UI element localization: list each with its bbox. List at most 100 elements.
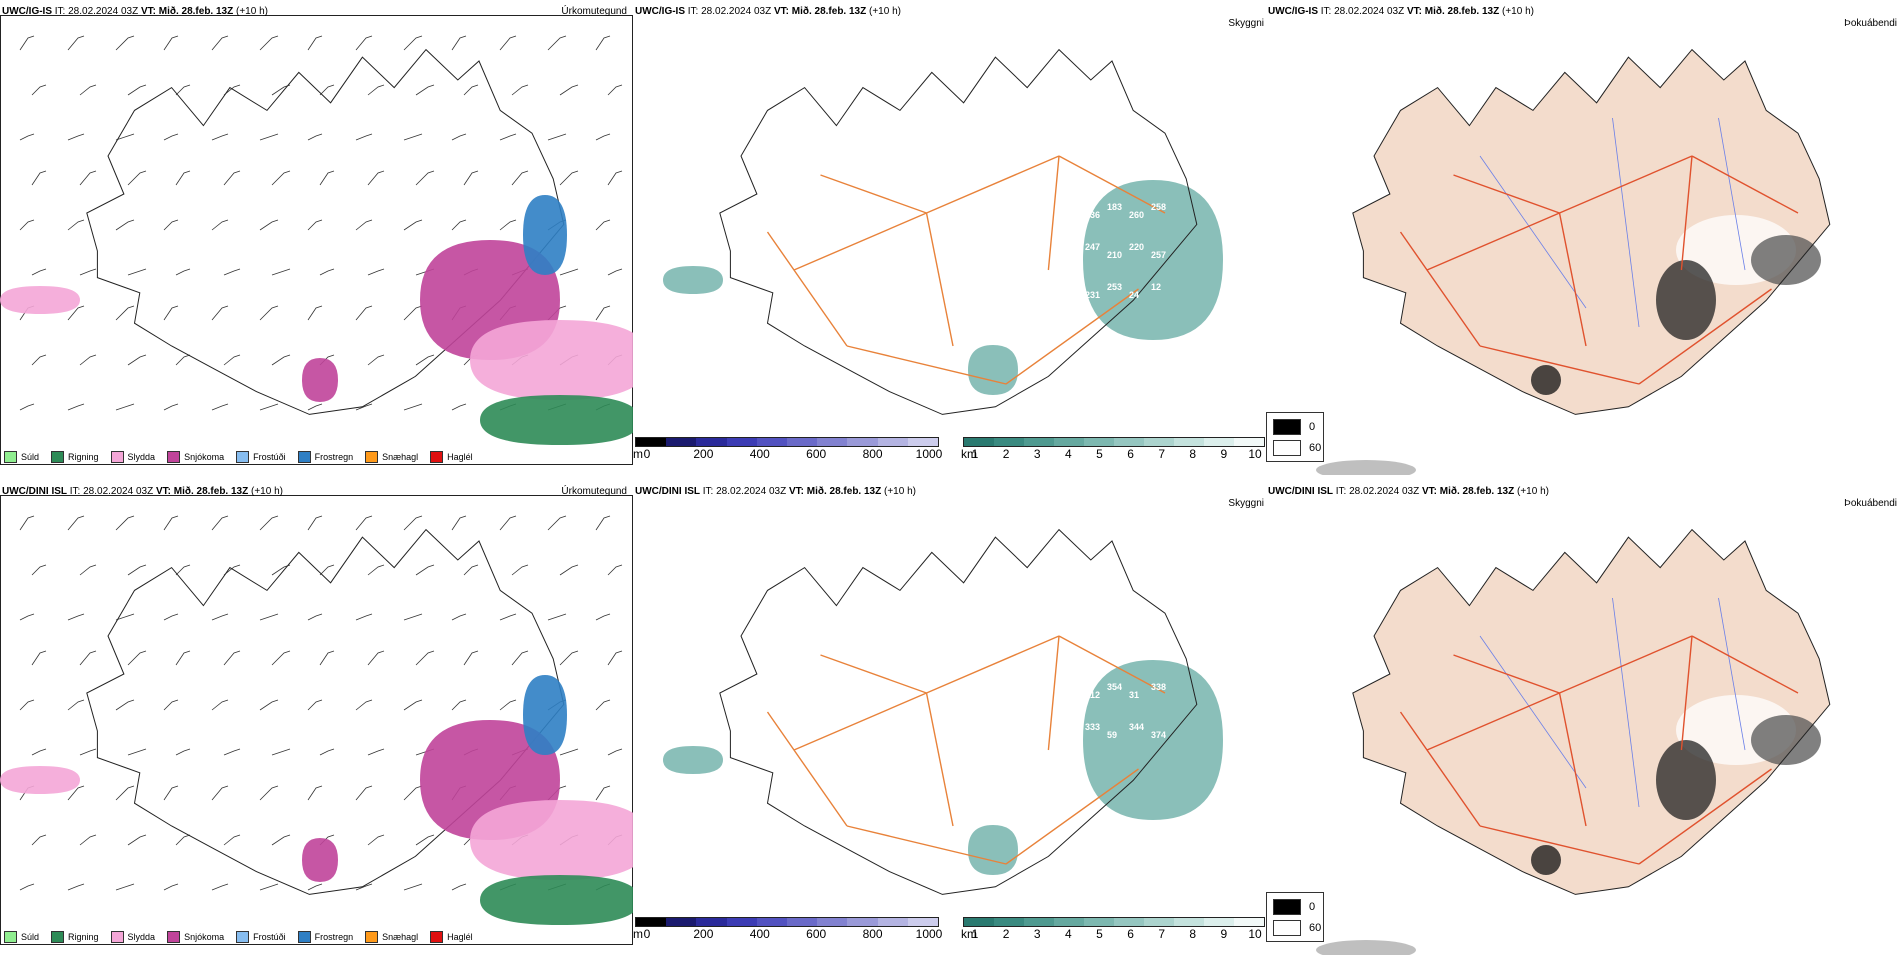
wind-barb — [307, 515, 323, 531]
colorbar-step — [994, 918, 1024, 926]
wind-barb — [175, 170, 191, 186]
wind-barb — [607, 564, 623, 576]
wind-barb — [415, 650, 435, 666]
wind-barb — [67, 613, 85, 621]
cloud-base-label: 338 — [1151, 682, 1166, 692]
river-segment — [1479, 155, 1587, 309]
fog-index-field — [1316, 695, 1821, 955]
river-segment — [1612, 597, 1640, 808]
wind-barb — [175, 268, 191, 276]
road-segment — [1047, 635, 1060, 751]
panel-title: Skyggni — [1228, 18, 1264, 29]
road-network — [766, 155, 1166, 385]
fog-index-blob — [1316, 460, 1416, 475]
wind-barb — [355, 219, 373, 231]
rain-area — [480, 395, 633, 445]
iceland-coastline — [1352, 48, 1831, 415]
precip-legend-item: Haglél — [430, 931, 473, 943]
colorbar-tick: 0 — [643, 927, 651, 941]
wind-barb — [19, 219, 35, 231]
wind-barb — [223, 650, 241, 666]
visibility-colorbar — [963, 437, 1265, 447]
colorbar-tick: 1 — [971, 447, 979, 461]
wind-barb — [67, 515, 85, 531]
road-segment — [793, 692, 927, 751]
wind-barb — [307, 403, 323, 411]
colorbar-tick: 4 — [1064, 927, 1072, 941]
panel-title: Þokuábendi — [1844, 498, 1897, 509]
colorbar-step — [1144, 918, 1174, 926]
colorbar-step — [1234, 918, 1264, 926]
wind-barb — [67, 699, 85, 711]
cloud-base-label: 220 — [1129, 242, 1144, 252]
wind-barb — [463, 650, 479, 666]
wind-barb — [163, 219, 179, 231]
precip-legend-item: Snæhagl — [365, 931, 418, 943]
wind-barb — [403, 305, 423, 321]
cloud-base-label: 31 — [1129, 690, 1139, 700]
wind-barb — [163, 35, 179, 51]
fog-index-blob — [1656, 740, 1716, 820]
wind-barb — [307, 219, 323, 231]
wind-barb — [451, 219, 467, 231]
wind-barb — [259, 699, 279, 711]
road-segment — [925, 212, 954, 347]
precip-legend-swatch — [167, 451, 181, 463]
wind-barb — [127, 170, 147, 186]
wind-barb — [595, 133, 611, 141]
wind-barb — [259, 403, 279, 411]
wind-barb — [307, 35, 323, 51]
precip-legend-swatch — [167, 931, 181, 943]
fog-legend-low: 0 — [1309, 421, 1316, 433]
wind-barb — [163, 883, 179, 891]
wind-barb — [115, 613, 135, 621]
wind-barb — [415, 564, 435, 576]
road-segment — [846, 345, 1007, 385]
colorbar-tick: 1000 — [915, 447, 943, 461]
fog-index-blob — [1751, 235, 1821, 285]
wind-barb — [595, 35, 611, 51]
wind-barb — [403, 403, 423, 411]
map-frame — [0, 495, 633, 945]
river-network — [1479, 117, 1746, 328]
wind-barb — [211, 883, 229, 891]
wind-barb — [127, 650, 147, 666]
wind-barb — [415, 354, 435, 366]
wind-barb — [307, 305, 323, 321]
road-segment — [1691, 635, 1799, 694]
wind-barb — [115, 403, 135, 411]
colorbar-tick: 1 — [971, 927, 979, 941]
wind-barb — [211, 403, 229, 411]
wind-barb — [607, 170, 623, 186]
wind-barb — [595, 613, 611, 621]
precip-legend-label: Snjókoma — [184, 932, 225, 942]
cloud-base-label: 258 — [1151, 202, 1166, 212]
road-segment — [926, 635, 1060, 694]
precip-legend-label: Snæhagl — [382, 452, 419, 462]
wind-barb — [19, 133, 35, 141]
precip-legend-swatch — [51, 931, 65, 943]
wind-barb — [163, 403, 179, 411]
colorbar-tick: 800 — [862, 447, 883, 461]
colorbar-tick: 10 — [1248, 927, 1262, 941]
colorbar-step — [756, 438, 788, 446]
wind-barb — [451, 133, 467, 141]
wind-barb — [511, 84, 529, 96]
cloud-base-label: 344 — [1129, 722, 1144, 732]
river-segment — [1718, 117, 1746, 271]
colorbar-step — [1114, 918, 1144, 926]
road-segment — [1680, 635, 1693, 751]
road-segment — [1680, 155, 1693, 271]
wind-barb — [19, 403, 35, 411]
wind-barb — [559, 84, 579, 96]
wind-barb — [403, 35, 423, 51]
precip-legend-item: Snjókoma — [167, 931, 224, 943]
wind-barb — [367, 834, 385, 846]
wind-barb — [367, 748, 385, 756]
wind-barb — [211, 35, 229, 51]
road-segment — [793, 212, 927, 271]
wind-barb — [163, 305, 179, 321]
wind-barb — [271, 748, 291, 756]
wind-barb — [271, 650, 291, 666]
wind-barb — [415, 84, 435, 96]
